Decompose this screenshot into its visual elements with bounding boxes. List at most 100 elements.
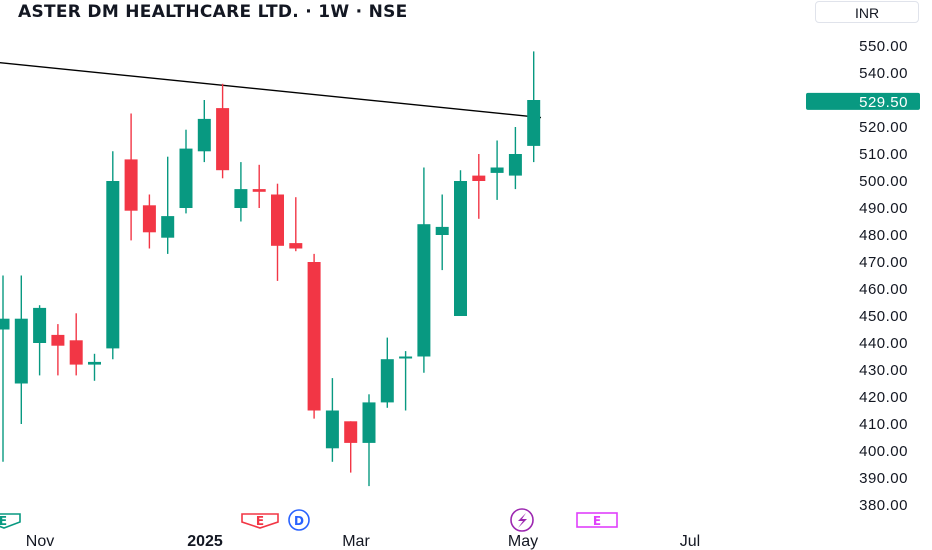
- candle[interactable]: [252, 164, 266, 208]
- last-price-badge: 529.50: [806, 92, 920, 111]
- candle[interactable]: [472, 154, 486, 219]
- candle[interactable]: [0, 275, 10, 462]
- price-tick-label: 550.00: [859, 38, 908, 55]
- time-tick-label: May: [508, 533, 538, 550]
- candle-body: [106, 181, 120, 349]
- candle[interactable]: [490, 140, 504, 200]
- candle-body: [33, 307, 47, 343]
- price-tick-label: 500.00: [859, 173, 908, 190]
- earnings-marker[interactable]: E: [241, 513, 279, 529]
- candle[interactable]: [362, 394, 376, 487]
- candle[interactable]: [307, 253, 321, 419]
- dividend-marker[interactable]: D: [288, 509, 310, 531]
- price-tick-label: 520.00: [859, 119, 908, 136]
- earnings-label-past: E: [0, 514, 7, 528]
- upcoming-earnings-label: E: [593, 514, 601, 528]
- candle-body: [252, 189, 266, 192]
- candle-body: [234, 189, 248, 208]
- trendline-layer: [0, 62, 542, 119]
- candle[interactable]: [216, 83, 230, 179]
- time-tick-label: Mar: [342, 533, 370, 550]
- candle-body: [88, 361, 101, 365]
- candle[interactable]: [33, 305, 47, 376]
- candle[interactable]: [380, 337, 394, 408]
- candle[interactable]: [234, 162, 248, 222]
- candle-body: [380, 359, 394, 403]
- candles-layer[interactable]: [0, 51, 541, 487]
- price-tick-label: 380.00: [859, 497, 908, 514]
- candle[interactable]: [435, 194, 449, 271]
- candle-body: [454, 181, 467, 316]
- price-tick-label: 420.00: [859, 389, 908, 406]
- candle-body: [124, 159, 138, 211]
- earnings-marker-past[interactable]: E: [0, 513, 21, 529]
- candle-body: [51, 334, 65, 346]
- candle-body: [179, 148, 193, 208]
- candle[interactable]: [106, 151, 120, 360]
- candle-body: [271, 194, 284, 246]
- candle-body: [490, 167, 504, 173]
- candle-body: [161, 216, 175, 238]
- price-tick-label: 470.00: [859, 254, 908, 271]
- price-tick-label: 540.00: [859, 65, 908, 82]
- candle-body: [14, 318, 28, 384]
- candle[interactable]: [454, 170, 467, 316]
- candle[interactable]: [344, 421, 358, 473]
- time-axis[interactable]: Nov 2025 Mar May Jul: [26, 533, 700, 550]
- time-tick-label: 2025: [187, 533, 223, 550]
- candle-body: [417, 224, 431, 357]
- candle-body: [362, 402, 376, 443]
- price-tick-label: 480.00: [859, 227, 908, 244]
- price-tick-label: 390.00: [859, 470, 908, 487]
- candle-body: [0, 318, 10, 330]
- candle[interactable]: [271, 183, 284, 281]
- candle-body: [527, 100, 541, 146]
- candle-body: [307, 262, 321, 411]
- candle[interactable]: [161, 156, 175, 254]
- lightning-icon: [518, 513, 527, 528]
- split-marker[interactable]: [510, 508, 534, 532]
- price-tick-label: 400.00: [859, 443, 908, 460]
- candle-body: [142, 205, 156, 233]
- time-tick-label: Jul: [680, 533, 700, 550]
- candle-body: [344, 421, 358, 443]
- price-axis[interactable]: 550.00540.00530.00520.00510.00500.00490.…: [859, 38, 908, 514]
- upcoming-earnings-marker[interactable]: E: [576, 512, 618, 528]
- price-tick-label: 490.00: [859, 200, 908, 217]
- price-tick-label: 460.00: [859, 281, 908, 298]
- candle-body: [69, 340, 83, 365]
- price-tick-label: 440.00: [859, 335, 908, 352]
- candle-body: [508, 154, 522, 176]
- candle[interactable]: [508, 127, 522, 190]
- candle[interactable]: [14, 275, 28, 425]
- candle-body: [435, 226, 449, 235]
- candle[interactable]: [142, 194, 156, 249]
- price-tick-label: 410.00: [859, 416, 908, 433]
- candle[interactable]: [124, 113, 138, 241]
- time-tick-label: Nov: [26, 533, 54, 550]
- price-tick-label: 450.00: [859, 308, 908, 325]
- price-tick-label: 430.00: [859, 362, 908, 379]
- candle[interactable]: [88, 353, 101, 381]
- candle-body: [325, 410, 339, 449]
- currency-button[interactable]: INR: [815, 1, 919, 23]
- candle[interactable]: [325, 378, 339, 462]
- candle[interactable]: [399, 351, 413, 411]
- candle[interactable]: [289, 197, 303, 252]
- dividend-label: D: [294, 514, 304, 528]
- candle[interactable]: [527, 51, 541, 163]
- candle-body: [399, 356, 413, 359]
- event-markers[interactable]: E E D E: [0, 508, 618, 532]
- candle[interactable]: [51, 324, 65, 376]
- last-price-value: 529.50: [859, 94, 908, 111]
- candle[interactable]: [197, 100, 211, 163]
- candle-body: [472, 175, 486, 181]
- candle[interactable]: [69, 313, 83, 376]
- candle-body: [216, 108, 230, 171]
- candle[interactable]: [417, 167, 431, 373]
- candle-body: [289, 243, 303, 249]
- price-tick-label: 510.00: [859, 146, 908, 163]
- candle[interactable]: [179, 129, 193, 214]
- resistance-trendline[interactable]: [0, 62, 542, 119]
